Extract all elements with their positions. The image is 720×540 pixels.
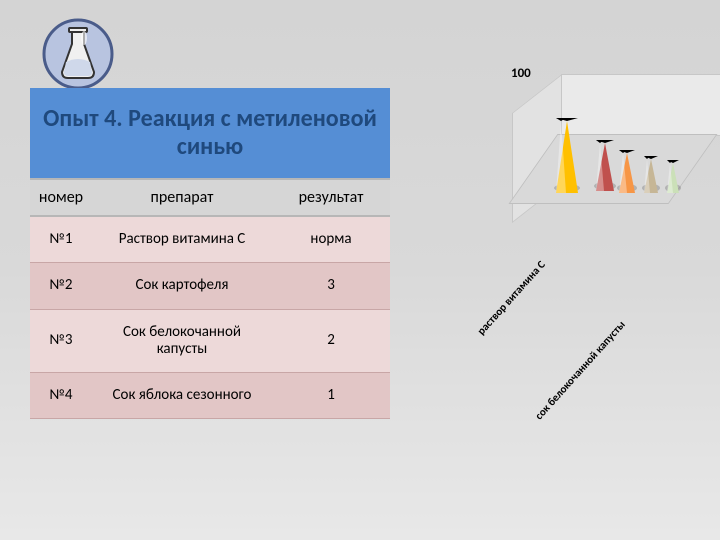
cone-highlight (667, 160, 673, 193)
slide-title: Опыт 4. Реакция с метиленовой синью (30, 88, 390, 178)
cell-prep: Раствор витамина С (92, 216, 272, 263)
cell-result: норма (272, 216, 390, 263)
flask-icon (42, 18, 114, 90)
cone-highlight (644, 156, 650, 193)
title-text: Опыт 4. Реакция с метиленовой синью (40, 105, 380, 160)
category-label: раствор витамина С (458, 258, 548, 356)
y-tick-100: 100 (511, 66, 531, 81)
cell-result: 2 (272, 309, 390, 373)
table-header-row: номер препарат результат (30, 179, 390, 216)
cell-prep: Сок яблока сезонного (92, 373, 272, 419)
results-table: номер препарат результат №1 Раствор вита… (30, 178, 390, 419)
col-result: результат (272, 179, 390, 216)
cone-highlight (556, 118, 566, 193)
table-row: №4 Сок яблока сезонного 1 (30, 373, 390, 419)
cone-chart: 100 50 0 раствор витамина С сок белокоча… (405, 56, 705, 346)
table-row: №3 Сок белокочанной капусты 2 (30, 309, 390, 373)
col-number: номер (30, 179, 92, 216)
cell-number: №2 (30, 263, 92, 309)
category-label: сок белокочанной капусты (511, 318, 628, 446)
cell-prep: Сок картофеля (92, 263, 272, 309)
col-preparation: препарат (92, 179, 272, 216)
cell-result: 1 (272, 373, 390, 419)
chart-backwall (561, 74, 720, 136)
cell-number: №1 (30, 216, 92, 263)
cone-highlight (619, 150, 627, 193)
cell-number: №3 (30, 309, 92, 373)
table-row: №1 Раствор витамина С норма (30, 216, 390, 263)
table-row: №2 Сок картофеля 3 (30, 263, 390, 309)
cell-prep: Сок белокочанной капусты (92, 309, 272, 373)
cell-number: №4 (30, 373, 92, 419)
cone-highlight (596, 140, 604, 191)
cell-result: 3 (272, 263, 390, 309)
